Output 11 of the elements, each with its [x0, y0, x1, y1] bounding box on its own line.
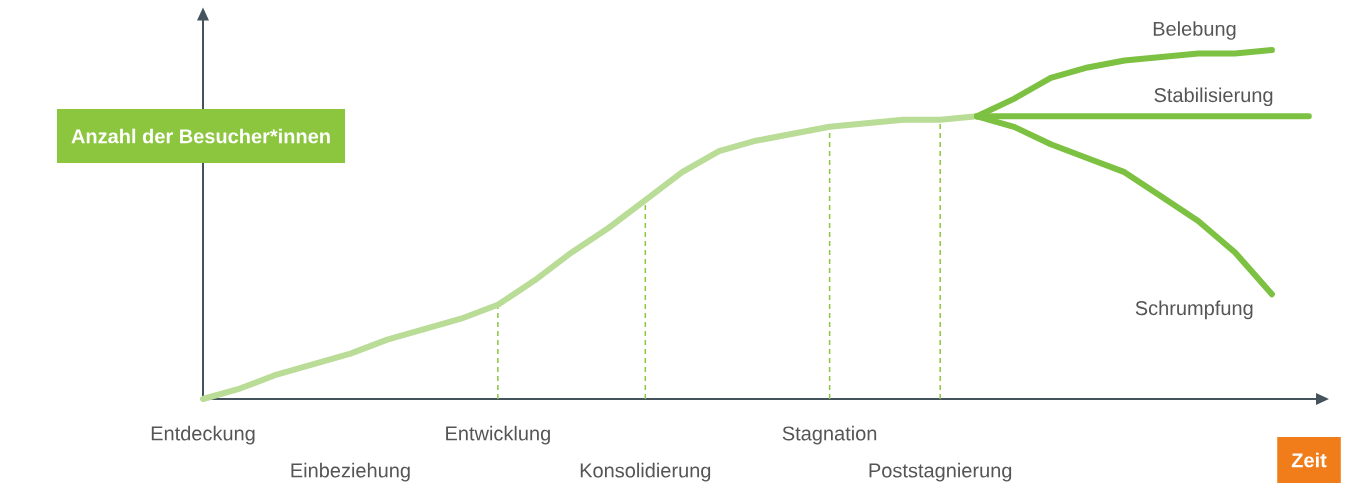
x-tick-label: Einbeziehung [291, 462, 410, 482]
x-tick-label: Konsolidierung [580, 462, 711, 482]
x-tick-label: Entdeckung [151, 425, 255, 445]
y-axis-title: Anzahl der Besucher*innen [71, 128, 330, 144]
series-label: Schrumpfung [1135, 300, 1253, 320]
x-tick-label: Stagnation [782, 425, 877, 445]
series-label: Stabilisierung [1154, 87, 1273, 107]
series-label: Belebung [1153, 21, 1236, 40]
x-tick-label: Entwicklung [446, 425, 550, 445]
x-tick-label: Poststagnierung [869, 462, 1012, 482]
x-axis-title: Zeit [1291, 452, 1327, 468]
